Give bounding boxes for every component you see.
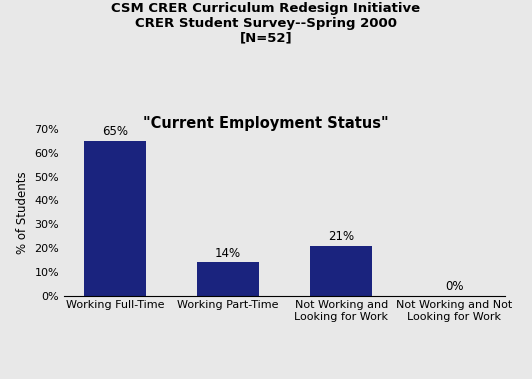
Text: 21%: 21% [328, 230, 354, 243]
Text: 65%: 65% [102, 125, 128, 138]
Y-axis label: % of Students: % of Students [15, 171, 29, 254]
Text: 0%: 0% [445, 280, 463, 293]
Text: "Current Employment Status": "Current Employment Status" [143, 116, 389, 131]
Bar [84, 141, 146, 296]
Bar [310, 246, 372, 296]
Text: 14%: 14% [215, 247, 241, 260]
Bar [197, 262, 259, 296]
Text: CSM CRER Curriculum Redesign Initiative
CRER Student Survey--Spring 2000
[N=52]: CSM CRER Curriculum Redesign Initiative … [111, 2, 421, 45]
